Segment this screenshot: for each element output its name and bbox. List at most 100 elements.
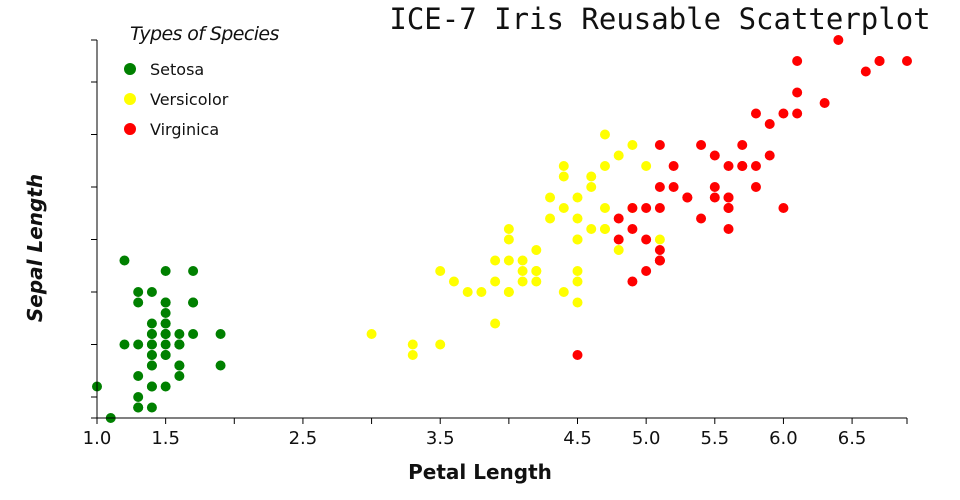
data-point-virginica — [764, 150, 775, 161]
legend-item-virginica: Virginica — [124, 120, 219, 139]
data-point-virginica — [750, 182, 761, 192]
data-point-setosa — [215, 329, 226, 339]
data-point-setosa — [160, 350, 171, 360]
data-point-versicolor — [572, 192, 583, 203]
data-point-setosa — [146, 402, 157, 413]
data-point-versicolor — [599, 203, 610, 213]
data-point-versicolor — [531, 276, 542, 287]
data-point-virginica — [819, 98, 830, 108]
data-point-setosa — [188, 329, 199, 339]
legend-item-versicolor: Versicolor — [124, 90, 229, 109]
legend-items: Setosa Versicolor Virginica — [124, 60, 229, 139]
y-axis-ticks — [91, 39, 97, 419]
data-point-versicolor — [407, 339, 418, 350]
data-point-virginica — [654, 255, 665, 266]
data-point-versicolor — [531, 266, 542, 276]
data-point-versicolor — [654, 234, 665, 245]
data-point-versicolor — [641, 161, 652, 171]
data-point-versicolor — [558, 287, 569, 297]
data-points — [92, 35, 912, 423]
legend: Types of Species Setosa Versicolor Virgini… — [124, 23, 280, 139]
data-point-setosa — [133, 339, 144, 350]
data-point-versicolor — [599, 224, 610, 234]
data-point-setosa — [146, 381, 157, 392]
data-point-versicolor — [599, 129, 610, 140]
data-point-virginica — [792, 87, 803, 98]
data-point-virginica — [792, 56, 803, 66]
data-point-virginica — [902, 56, 912, 66]
data-point-virginica — [709, 192, 720, 203]
data-point-versicolor — [586, 171, 597, 182]
data-point-setosa — [133, 287, 144, 297]
data-point-versicolor — [613, 150, 624, 161]
data-point-virginica — [627, 276, 638, 287]
legend-marker-versicolor — [124, 93, 136, 105]
x-tick-label: 6.0 — [769, 428, 798, 449]
x-tick-label: 6.5 — [838, 428, 867, 449]
legend-marker-virginica — [124, 123, 136, 135]
data-point-setosa — [160, 297, 171, 308]
x-tick-label: 3.5 — [426, 428, 455, 449]
data-point-virginica — [668, 161, 679, 171]
data-point-virginica — [627, 203, 638, 213]
data-point-setosa — [174, 371, 185, 381]
data-point-virginica — [792, 108, 803, 119]
data-point-setosa — [146, 329, 157, 339]
data-point-versicolor — [503, 234, 514, 245]
data-point-versicolor — [558, 161, 569, 171]
data-point-versicolor — [503, 287, 514, 297]
data-point-virginica — [750, 108, 761, 119]
x-tick-label: 1.0 — [83, 428, 112, 449]
legend-label-setosa: Setosa — [150, 60, 204, 79]
data-point-versicolor — [503, 224, 514, 234]
data-point-versicolor — [572, 213, 583, 224]
data-point-virginica — [654, 140, 665, 150]
data-point-versicolor — [490, 318, 501, 329]
x-axis-ticks: 1.0 1.5 2.5 3.5 4.5 5.0 5.5 6.0 6.5 — [83, 418, 908, 449]
data-point-versicolor — [476, 287, 487, 297]
data-point-versicolor — [503, 255, 514, 266]
data-point-virginica — [833, 35, 844, 45]
data-point-setosa — [133, 402, 144, 413]
data-point-virginica — [737, 140, 748, 150]
data-point-virginica — [682, 192, 693, 203]
y-axis-label: Sepal Length — [23, 174, 47, 322]
data-point-virginica — [627, 224, 638, 234]
x-tick-label: 5.0 — [632, 428, 661, 449]
data-point-setosa — [160, 308, 171, 318]
data-point-versicolor — [545, 192, 556, 203]
data-point-versicolor — [435, 339, 446, 350]
data-point-setosa — [174, 339, 185, 350]
data-point-virginica — [750, 161, 761, 171]
data-point-virginica — [723, 161, 734, 171]
data-point-setosa — [174, 360, 185, 371]
x-axis-label: Petal Length — [408, 460, 552, 484]
data-point-setosa — [133, 371, 144, 381]
data-point-versicolor — [545, 213, 556, 224]
data-point-setosa — [146, 350, 157, 360]
x-tick-label: 1.5 — [151, 428, 180, 449]
data-point-versicolor — [448, 276, 459, 287]
data-point-versicolor — [462, 287, 473, 297]
data-point-setosa — [188, 297, 199, 308]
data-point-setosa — [215, 360, 226, 371]
data-point-setosa — [146, 318, 157, 329]
data-point-virginica — [613, 234, 624, 245]
data-point-virginica — [778, 108, 789, 119]
data-point-versicolor — [572, 234, 583, 245]
data-point-virginica — [641, 234, 652, 245]
legend-title: Types of Species — [130, 23, 279, 45]
x-tick-label: 4.5 — [563, 428, 592, 449]
data-point-setosa — [146, 287, 157, 297]
data-point-setosa — [160, 329, 171, 339]
data-point-setosa — [160, 381, 171, 392]
data-point-versicolor — [572, 297, 583, 308]
data-point-virginica — [737, 161, 748, 171]
data-point-setosa — [160, 266, 171, 276]
data-point-versicolor — [517, 276, 528, 287]
plot-area: 1.0 1.5 2.5 3.5 4.5 5.0 5.5 6.0 6.5 — [83, 35, 912, 449]
data-point-virginica — [709, 150, 720, 161]
data-point-virginica — [723, 203, 734, 213]
data-point-versicolor — [572, 276, 583, 287]
